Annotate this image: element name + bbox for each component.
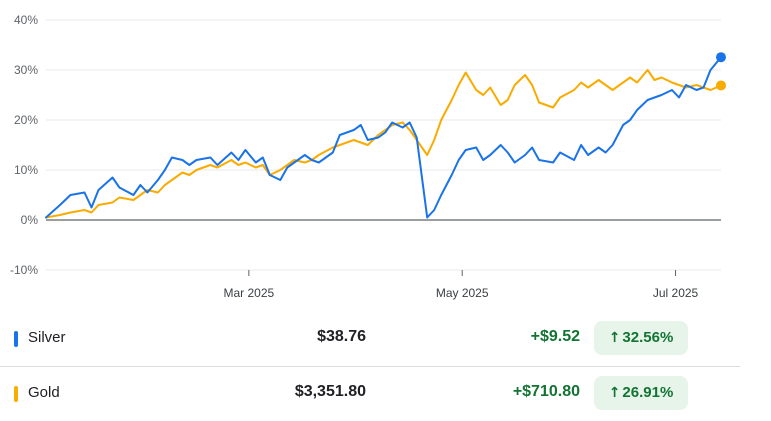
x-tick-label: Mar 2025	[223, 286, 274, 300]
y-tick-label: 30%	[14, 63, 38, 77]
x-axis-ticks: Mar 2025 May 2025 Jul 2025	[223, 270, 699, 300]
gold-change: +$710.80	[512, 383, 580, 400]
arrow-up-icon: ↑	[608, 330, 621, 346]
silver-change: +$9.52	[530, 328, 580, 345]
y-tick-label: 10%	[14, 163, 38, 177]
gold-swatch	[14, 386, 18, 402]
gold-price: $3,351.80	[294, 383, 366, 400]
y-tick-label: -10%	[10, 263, 38, 277]
y-tick-label: 0%	[21, 213, 39, 227]
x-tick-label: May 2025	[436, 286, 489, 300]
gold-percent: 26.91%	[622, 384, 674, 401]
y-axis-ticks: 40% 30% 20% 10% 0% -10%	[10, 13, 38, 277]
legend-table: Silver $38.76 +$9.52 ↑ 32.56% Gold $3,351…	[0, 312, 740, 421]
silver-price: $38.76	[317, 328, 366, 345]
silver-percent-badge: ↑ 32.56%	[594, 321, 688, 355]
legend-name-gold: Gold	[28, 384, 60, 401]
performance-chart[interactable]: 40% 30% 20% 10% 0% -10% Mar 2025 May 2025 Jul 2…	[0, 0, 771, 312]
silver-end-point	[716, 52, 726, 63]
arrow-up-icon: ↑	[608, 385, 621, 401]
legend-row-silver[interactable]: Silver $38.76 +$9.52 ↑ 32.56%	[0, 312, 740, 367]
gold-line	[45, 69, 722, 219]
legend-row-gold[interactable]: Gold $3,351.80 +$710.80 ↑ 26.91%	[0, 367, 740, 421]
gold-end-point	[716, 80, 726, 91]
silver-swatch	[14, 331, 18, 347]
gold-percent-badge: ↑ 26.91%	[594, 376, 688, 410]
y-tick-label: 40%	[14, 13, 38, 27]
x-tick-label: Jul 2025	[653, 286, 699, 300]
legend-name-silver: Silver	[28, 329, 66, 346]
series-lines	[45, 52, 726, 219]
grid-lines	[46, 19, 721, 271]
y-tick-label: 20%	[14, 113, 38, 127]
silver-percent: 32.56%	[622, 329, 674, 346]
silver-line	[45, 56, 722, 219]
